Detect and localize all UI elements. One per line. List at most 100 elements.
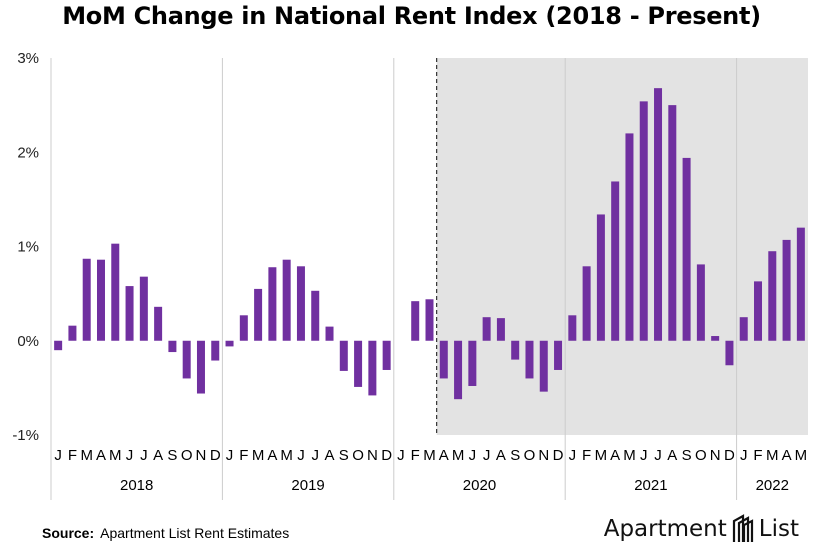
bar — [711, 336, 720, 341]
month-tick-label: J — [311, 447, 319, 464]
month-tick-label: D — [210, 447, 221, 464]
year-label: 2018 — [120, 477, 153, 494]
bar — [696, 264, 705, 341]
bar — [768, 251, 777, 341]
month-tick-label: J — [297, 447, 305, 464]
month-tick-label: M — [623, 447, 636, 464]
month-tick-label: N — [538, 447, 549, 464]
month-tick-label: D — [724, 447, 735, 464]
y-tick-label: 3% — [17, 50, 39, 67]
year-label: 2019 — [291, 477, 324, 494]
month-tick-label: O — [352, 447, 364, 464]
bar — [111, 243, 120, 341]
apartment-list-logo-icon — [732, 514, 753, 542]
bar — [668, 105, 677, 341]
bar — [682, 157, 691, 341]
month-tick-label: A — [496, 447, 506, 464]
month-tick-label: F — [582, 447, 591, 464]
month-tick-label: O — [524, 447, 536, 464]
bar — [96, 259, 105, 341]
bar — [225, 340, 234, 347]
bar — [125, 286, 134, 341]
y-tick-label: -1% — [12, 427, 39, 444]
bar — [296, 266, 305, 341]
year-label: 2022 — [756, 477, 789, 494]
y-tick-label: 1% — [17, 239, 39, 256]
month-tick-label: J — [640, 447, 648, 464]
month-tick-label: J — [483, 447, 491, 464]
bar — [568, 315, 577, 341]
month-tick-label: D — [381, 447, 392, 464]
month-tick-label: M — [766, 447, 779, 464]
bar — [168, 340, 177, 353]
bar — [525, 340, 534, 379]
logo-text-left: Apartment — [603, 516, 727, 542]
month-tick-label: F — [239, 447, 248, 464]
bar — [82, 258, 91, 341]
chart-title: MoM Change in National Rent Index (2018 … — [62, 2, 761, 30]
year-label: 2020 — [463, 477, 496, 494]
source-note: Source: Apartment List Rent Estimates — [42, 525, 289, 541]
shaded-region — [436, 58, 808, 435]
bar — [325, 326, 334, 341]
bar — [796, 227, 805, 341]
month-tick-label: J — [140, 447, 148, 464]
month-tick-label: A — [667, 447, 677, 464]
bar — [468, 340, 477, 386]
bar — [239, 315, 248, 341]
month-tick-label: F — [753, 447, 762, 464]
bar — [211, 340, 220, 361]
month-tick-label: A — [96, 447, 106, 464]
bar — [154, 306, 163, 341]
bar — [596, 214, 605, 341]
month-tick-label: O — [695, 447, 707, 464]
month-tick-label: M — [595, 447, 608, 464]
apartment-list-logo: Apartment List — [604, 514, 799, 544]
month-tick-label: S — [339, 447, 349, 464]
month-tick-label: M — [109, 447, 122, 464]
month-tick-label: M — [423, 447, 436, 464]
month-tick-label: O — [181, 447, 193, 464]
month-tick-label: J — [226, 447, 234, 464]
month-tick-label: J — [126, 447, 134, 464]
bar — [454, 340, 463, 400]
bar — [782, 239, 791, 341]
year-label: 2021 — [634, 477, 667, 494]
month-tick-label: J — [654, 447, 662, 464]
month-tick-label: M — [80, 447, 93, 464]
bar — [68, 325, 77, 341]
bar — [354, 340, 363, 387]
bar — [311, 290, 320, 341]
bar — [196, 340, 205, 394]
bar — [582, 266, 591, 341]
bar — [654, 88, 663, 341]
month-tick-label: A — [153, 447, 163, 464]
bar — [54, 340, 63, 351]
bar — [754, 281, 763, 341]
y-tick-label: 0% — [17, 333, 39, 350]
month-tick-label: S — [510, 447, 520, 464]
month-tick-label: M — [795, 447, 808, 464]
month-tick-label: N — [196, 447, 207, 464]
bar — [496, 318, 505, 341]
month-tick-label: F — [411, 447, 420, 464]
bar — [439, 340, 448, 379]
bar — [339, 340, 348, 371]
bar — [282, 259, 291, 341]
bar — [268, 267, 277, 341]
month-tick-label: M — [452, 447, 465, 464]
month-tick-label: N — [710, 447, 721, 464]
bar — [182, 340, 191, 379]
month-tick-label: F — [68, 447, 77, 464]
month-tick-label: S — [682, 447, 692, 464]
bar — [739, 317, 748, 341]
bar — [611, 181, 620, 341]
bar — [625, 133, 634, 341]
bar — [368, 340, 377, 396]
y-tick-label: 2% — [17, 144, 39, 161]
month-tick-label: A — [782, 447, 792, 464]
month-tick-label: J — [54, 447, 62, 464]
source-label: Source: — [42, 525, 95, 541]
month-tick-label: J — [740, 447, 748, 464]
